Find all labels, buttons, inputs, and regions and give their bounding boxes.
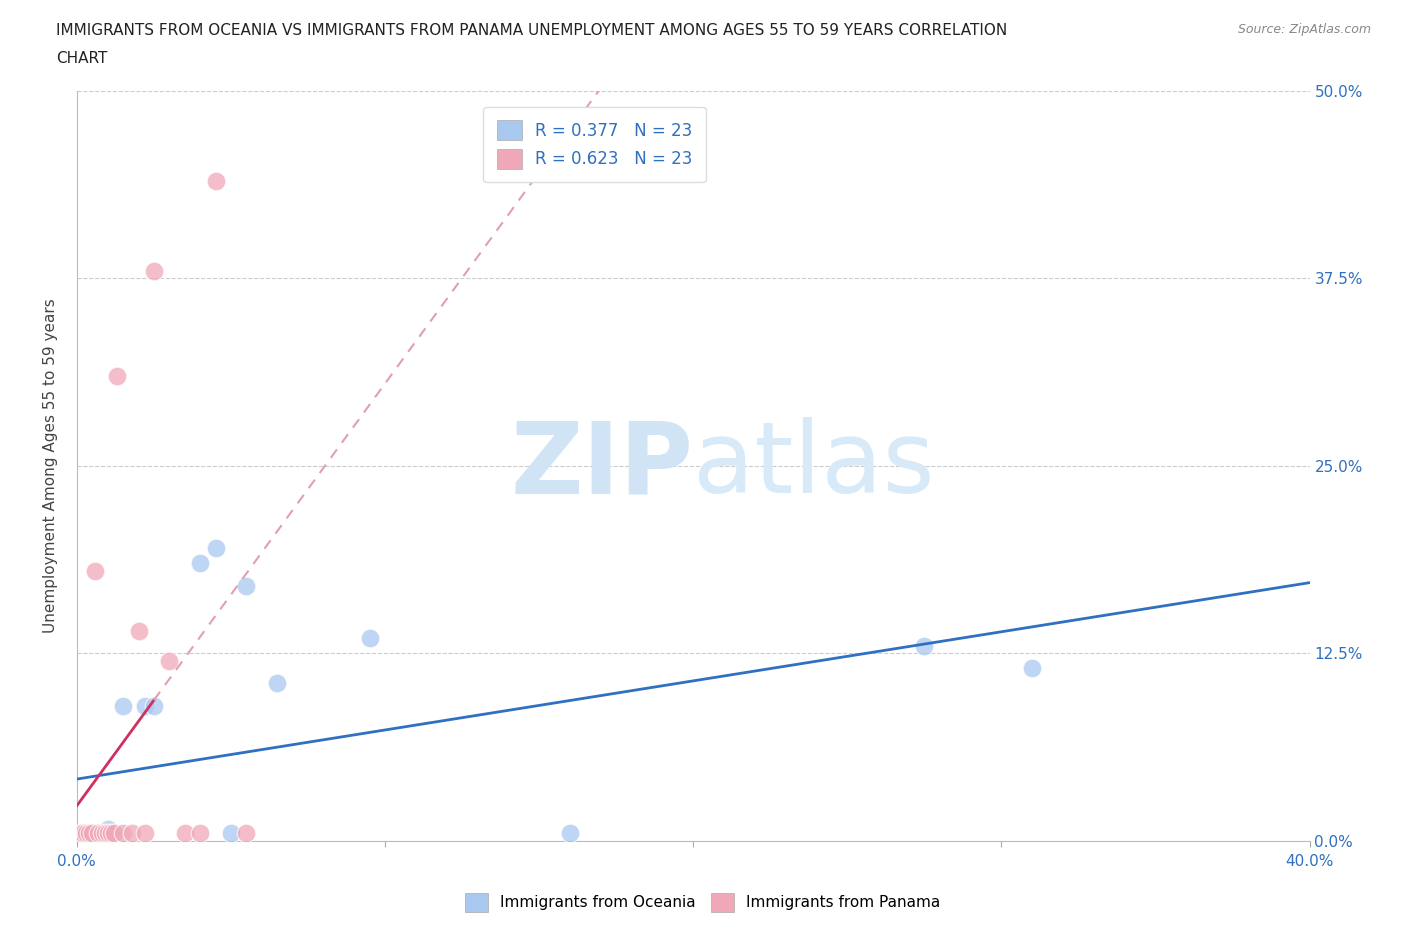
Point xyxy=(72,826,94,841)
Point xyxy=(235,826,257,841)
Point xyxy=(84,564,107,578)
Point xyxy=(69,826,91,841)
Point xyxy=(1021,661,1043,676)
Point xyxy=(75,826,97,841)
Point xyxy=(77,833,100,848)
Point xyxy=(97,821,120,836)
Text: CHART: CHART xyxy=(56,51,108,66)
Point xyxy=(90,826,112,841)
Point xyxy=(188,556,211,571)
Point xyxy=(97,826,120,841)
Text: ZIP: ZIP xyxy=(510,418,693,514)
Point xyxy=(173,826,195,841)
Point xyxy=(128,623,150,638)
Point xyxy=(93,826,115,841)
Point xyxy=(72,826,94,841)
Point xyxy=(134,826,156,841)
Point xyxy=(84,833,107,848)
Text: atlas: atlas xyxy=(693,418,935,514)
Point xyxy=(103,826,125,841)
Point xyxy=(82,826,104,841)
Point xyxy=(134,698,156,713)
Point xyxy=(142,263,165,278)
Point xyxy=(77,826,100,841)
Point xyxy=(157,654,180,669)
Text: Source: ZipAtlas.com: Source: ZipAtlas.com xyxy=(1237,23,1371,36)
Point xyxy=(235,578,257,593)
Point xyxy=(75,826,97,841)
Point xyxy=(87,826,110,841)
Point xyxy=(121,826,143,841)
Point xyxy=(558,826,581,841)
Point xyxy=(100,833,122,848)
Point xyxy=(204,173,226,188)
Point xyxy=(93,826,115,841)
Point xyxy=(100,826,122,841)
Point xyxy=(912,639,935,654)
Text: IMMIGRANTS FROM OCEANIA VS IMMIGRANTS FROM PANAMA UNEMPLOYMENT AMONG AGES 55 TO : IMMIGRANTS FROM OCEANIA VS IMMIGRANTS FR… xyxy=(56,23,1008,38)
Y-axis label: Unemployment Among Ages 55 to 59 years: Unemployment Among Ages 55 to 59 years xyxy=(44,299,58,633)
Legend: Immigrants from Oceania, Immigrants from Panama: Immigrants from Oceania, Immigrants from… xyxy=(460,887,946,918)
Point xyxy=(188,826,211,841)
Point xyxy=(112,698,135,713)
Point xyxy=(87,826,110,841)
Point xyxy=(219,826,242,841)
Point xyxy=(103,826,125,841)
Point xyxy=(82,826,104,841)
Legend: R = 0.377   N = 23, R = 0.623   N = 23: R = 0.377 N = 23, R = 0.623 N = 23 xyxy=(484,107,706,182)
Point xyxy=(142,698,165,713)
Point xyxy=(266,676,288,691)
Point xyxy=(204,541,226,556)
Point xyxy=(112,826,135,841)
Point xyxy=(105,368,128,383)
Point xyxy=(90,833,112,848)
Point xyxy=(359,631,381,645)
